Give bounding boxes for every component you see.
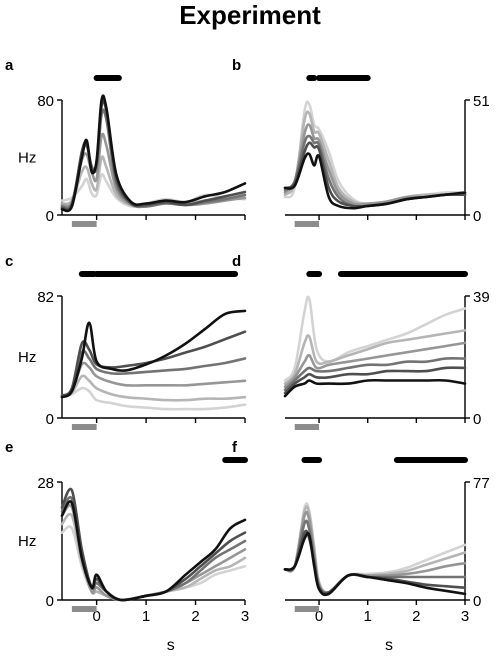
series-group (283, 295, 467, 398)
series-line-1 (60, 374, 247, 402)
series-line-2 (60, 361, 247, 397)
y-tick-label: 77 (473, 475, 490, 492)
series-line-1 (283, 329, 467, 385)
panel-label-a: a (5, 57, 14, 74)
x-tick-label: 3 (461, 608, 469, 625)
series-group (60, 309, 247, 411)
series-group (283, 502, 467, 597)
stimulus-bar (71, 424, 97, 430)
x-tick-label: 0 (92, 608, 100, 625)
panel-label-e: e (5, 439, 13, 456)
y-tick-label: 0 (46, 411, 54, 428)
x-tick-label: 0 (315, 608, 323, 625)
series-line-4 (60, 330, 247, 397)
series-line-0 (283, 100, 467, 206)
x-axis-label: s (167, 637, 175, 654)
y-axis-label: Hz (18, 349, 36, 366)
x-tick-label: 3 (241, 608, 249, 625)
series-line-0 (60, 386, 247, 411)
y-tick-label: 0 (473, 593, 481, 610)
panel-f: f 0 77 0 1 2 3 s (232, 439, 490, 654)
y-tick-label: 0 (473, 411, 481, 428)
panel-a: a 0 80 Hz (5, 57, 247, 227)
series-group (60, 94, 247, 213)
stimulus-bar (71, 606, 97, 612)
panel-e: e 0 28 Hz 0 1 2 3 s (5, 439, 249, 654)
series-line-1 (283, 110, 467, 206)
panel-c: c 0 82 Hz (5, 253, 247, 430)
series-line-3 (60, 349, 247, 397)
series-line-5 (60, 94, 247, 213)
panel-label-d: d (232, 253, 241, 270)
x-tick-label: 2 (191, 608, 199, 625)
panel-label-b: b (232, 57, 241, 74)
series-group (283, 100, 467, 210)
panel-label-f: f (232, 439, 238, 456)
series-line-4 (283, 366, 467, 395)
x-axis-label: s (385, 637, 393, 654)
panel-d: d 0 39 (232, 253, 490, 430)
x-tick-label: 1 (364, 608, 372, 625)
series-line-2 (283, 341, 467, 388)
y-tick-label: 80 (37, 93, 54, 110)
series-line-0 (283, 295, 467, 382)
y-axis-label: Hz (18, 150, 36, 167)
series-line-5 (283, 531, 467, 597)
y-tick-label: 28 (37, 475, 54, 492)
series-line-5 (283, 152, 467, 210)
panel-b: b 0 51 (232, 57, 490, 227)
stimulus-bar (71, 221, 97, 227)
y-tick-label: 82 (37, 289, 54, 306)
series-line-3 (283, 357, 467, 392)
stimulus-bar (294, 606, 320, 612)
y-axis-label: Hz (18, 533, 36, 550)
y-tick-label: 0 (46, 208, 54, 225)
x-tick-label: 1 (142, 608, 150, 625)
stimulus-bar (294, 221, 320, 227)
panel-label-c: c (5, 253, 13, 270)
series-line-5 (60, 309, 247, 399)
series-group (60, 487, 247, 602)
series-line-5 (60, 500, 247, 602)
y-tick-label: 39 (473, 289, 490, 306)
y-tick-label: 51 (473, 93, 490, 110)
y-tick-label: 0 (46, 593, 54, 610)
figure-title: Experiment (179, 0, 321, 30)
y-tick-label: 0 (473, 208, 481, 225)
stimulus-bar (294, 424, 320, 430)
x-tick-label: 2 (412, 608, 420, 625)
series-line-5 (283, 378, 467, 398)
